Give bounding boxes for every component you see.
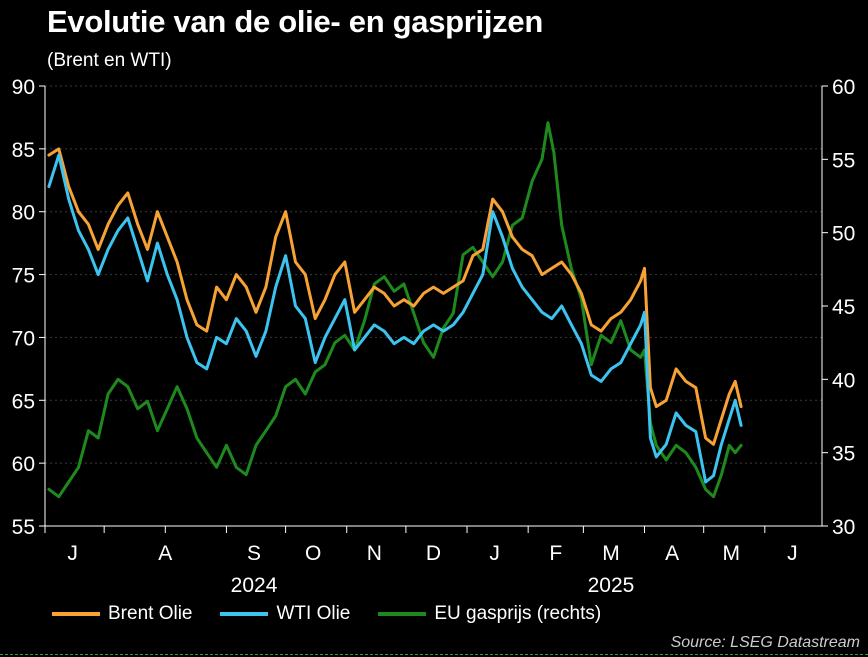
left-tick-label: 55 [12, 516, 35, 539]
legend-item-brent: Brent Olie [52, 603, 192, 625]
right-tick-label: 45 [832, 296, 855, 319]
right-tick-label: 55 [832, 149, 855, 172]
right-tick-label: 30 [832, 516, 855, 539]
month-label: J [787, 542, 798, 565]
left-tick-label: 80 [12, 202, 35, 225]
month-label: A [158, 542, 172, 565]
legend-label-gas: EU gasprijs (rechts) [434, 603, 602, 624]
brent-line [47, 147, 743, 446]
axis-layer [39, 85, 828, 533]
month-label: D [426, 542, 441, 565]
legend-swatch-gas [378, 612, 427, 616]
left-tick-label: 70 [12, 327, 35, 350]
left-tick-label: 65 [12, 390, 35, 413]
year-label: 2025 [588, 574, 635, 597]
month-label: O [305, 542, 321, 565]
left-tick-label: 90 [12, 76, 35, 99]
right-tick-label: 35 [832, 443, 855, 466]
legend-label-wti: WTI Olie [276, 603, 351, 624]
left-tick-label: 75 [12, 265, 35, 288]
right-tick-label: 60 [832, 76, 855, 99]
bottom-divider [0, 654, 868, 655]
chart-title: Evolutie van de olie- en gasprijzen [47, 4, 543, 39]
chart-legend: Brent Olie WTI Olie EU gasprijs (rechts) [52, 603, 629, 625]
legend-swatch-brent [52, 612, 100, 616]
right-tick-label: 40 [832, 369, 855, 392]
right-tick-label: 50 [832, 223, 855, 246]
gas-line [47, 121, 743, 499]
legend-item-gas: EU gasprijs (rechts) [378, 603, 601, 625]
month-label: N [367, 542, 382, 565]
legend-label-brent: Brent Olie [108, 603, 193, 624]
year-label: 2024 [231, 574, 278, 597]
legend-swatch-wti [220, 612, 269, 616]
series-layer [47, 121, 743, 499]
legend-item-wti: WTI Olie [220, 603, 350, 625]
source-note: Source: LSEG Datastream [670, 634, 860, 651]
grid-layer [45, 85, 822, 464]
wti-line [47, 153, 743, 484]
month-label: M [602, 542, 620, 565]
month-label: A [665, 542, 679, 565]
month-label: J [67, 542, 78, 565]
label-layer: 55 60 65 70 75 80 85 90 30 35 40 45 50 55 60 J A S O N D J F M A… [12, 76, 856, 597]
month-label: S [247, 542, 261, 565]
chart-subtitle: (Brent en WTI) [47, 50, 172, 71]
left-tick-label: 85 [12, 139, 35, 162]
month-label: J [489, 542, 500, 565]
chart-svg: 55 60 65 70 75 80 85 90 30 35 40 45 50 55 60 J A S O N D J F M A… [12, 76, 856, 597]
month-label: M [723, 542, 741, 565]
month-label: F [549, 542, 562, 565]
left-tick-label: 60 [12, 453, 35, 476]
